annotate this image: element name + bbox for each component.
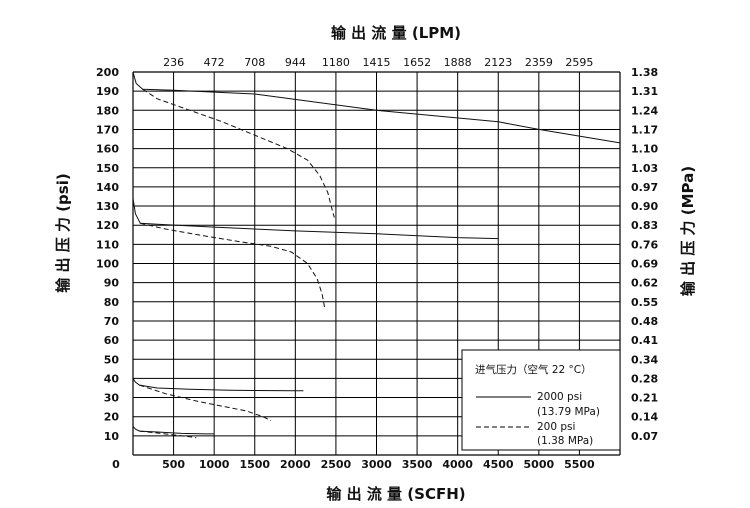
- series-line-dashed: [139, 384, 272, 421]
- y-tick-label-right: 0.48: [631, 315, 658, 328]
- y-tick-label-left: 80: [104, 296, 120, 309]
- x-tick-label-bottom: 1000: [199, 458, 230, 471]
- y-tick-label-left: 150: [96, 162, 119, 175]
- legend-box: [461, 349, 621, 451]
- y-tick-label-left: 130: [96, 200, 119, 213]
- legend-title: 进气压力（空气 22 °C）: [475, 363, 592, 376]
- y-tick-label-left: 170: [96, 123, 119, 136]
- x-axis-title-top: 输 出 流 量 (LPM): [331, 24, 461, 42]
- x-tick-label-bottom: 2000: [280, 458, 311, 471]
- y-tick-label-right: 0.76: [631, 238, 658, 251]
- x-tick-label-bottom: 5500: [564, 458, 595, 471]
- y-tick-label-right: 0.07: [631, 430, 658, 443]
- y-tick-label-right: 1.38: [631, 66, 658, 79]
- y-tick-label-left: 160: [96, 143, 119, 156]
- series-line-solid: [132, 71, 621, 144]
- x-tick-label-bottom: 2500: [321, 458, 352, 471]
- x-tick-label-top: 1888: [444, 56, 472, 69]
- x-tick-label-bottom: 3000: [361, 458, 392, 471]
- y-tick-label-right: 1.31: [631, 85, 658, 98]
- x-tick-label-top: 2359: [525, 56, 553, 69]
- y-tick-label-left: 90: [104, 277, 120, 290]
- y-tick-label-right: 0.14: [631, 411, 658, 424]
- y-tick-label-left: 10: [104, 430, 120, 443]
- y-tick-label-left: 120: [96, 219, 119, 232]
- x-axis-title-bottom: 输 出 流 量 (SCFH): [326, 485, 465, 503]
- x-tick-label-top: 1180: [322, 56, 350, 69]
- legend-label-solid-line2: (13.79 MPa): [537, 406, 600, 418]
- y-tick-label-left: 70: [104, 315, 120, 328]
- x-tick-label-top: 2123: [484, 56, 512, 69]
- y-tick-label-right: 0.69: [631, 258, 658, 271]
- tick-labels: 0 500 1000 1500 2000 2500 3000 3500 4000 4500 5000…: [96, 56, 658, 471]
- y-tick-label-right: 0.28: [631, 372, 658, 385]
- y-tick-label-left: 190: [96, 85, 119, 98]
- y-tick-label-right: 0.34: [631, 353, 658, 366]
- legend-label-dashed-line1: 200 psi: [537, 421, 575, 433]
- y-tick-label-left: 180: [96, 104, 119, 117]
- y-tick-label-left: 110: [96, 238, 119, 251]
- y-tick-label-right: 0.83: [631, 219, 658, 232]
- x-tick-label-top: 472: [204, 56, 225, 69]
- legend-label-dashed-line2: (1.38 MPa): [537, 435, 593, 447]
- y-axis-title-left: 输 出 压 力 (psi): [54, 173, 72, 292]
- legend-label-solid-line1: 2000 psi: [537, 391, 582, 403]
- y-tick-label-right: 1.03: [631, 162, 658, 175]
- x-tick-label-bottom: 3500: [402, 458, 433, 471]
- y-tick-label-left: 30: [104, 392, 120, 405]
- y-tick-label-left: 20: [104, 411, 120, 424]
- y-tick-label-right: 0.55: [631, 296, 658, 309]
- x-tick-label-top: 708: [244, 56, 265, 69]
- x-tick-label-bottom: 0: [112, 458, 120, 471]
- x-tick-label-bottom: 4000: [442, 458, 473, 471]
- legend: 进气压力（空气 22 °C） 2000 psi (13.79 MPa) 200 …: [461, 349, 621, 451]
- y-tick-label-right: 1.24: [631, 104, 658, 117]
- y-tick-label-left: 100: [96, 258, 119, 271]
- y-tick-label-left: 60: [104, 334, 120, 347]
- y-axis-title-right: 输 出 压 力 (MPa): [679, 166, 697, 296]
- y-tick-label-right: 1.10: [631, 143, 658, 156]
- x-tick-label-top: 944: [285, 56, 306, 69]
- series-line-dashed: [142, 88, 335, 218]
- x-tick-label-top: 1652: [403, 56, 431, 69]
- y-tick-label-left: 140: [96, 181, 119, 194]
- x-tick-label-top: 236: [163, 56, 184, 69]
- y-tick-label-right: 0.90: [631, 200, 658, 213]
- series-line-solid: [132, 378, 304, 392]
- y-tick-label-left: 50: [104, 353, 120, 366]
- y-tick-label-left: 40: [104, 372, 120, 385]
- y-tick-label-right: 0.21: [631, 392, 658, 405]
- x-tick-label-bottom: 4500: [483, 458, 514, 471]
- series-line-solid: [132, 425, 215, 435]
- x-tick-label-bottom: 500: [162, 458, 185, 471]
- x-tick-label-bottom: 1500: [239, 458, 270, 471]
- x-tick-label-bottom: 5000: [524, 458, 555, 471]
- series-group: [132, 71, 621, 439]
- x-tick-label-top: 1415: [363, 56, 391, 69]
- y-tick-label-right: 0.62: [631, 277, 658, 290]
- series-line-dashed: [140, 222, 326, 308]
- series-line-solid: [132, 198, 499, 240]
- y-tick-label-left: 200: [96, 66, 119, 79]
- y-tick-label-right: 1.17: [631, 123, 658, 136]
- y-tick-label-right: 0.97: [631, 181, 658, 194]
- y-tick-label-right: 0.41: [631, 334, 658, 347]
- x-tick-label-top: 2595: [565, 56, 593, 69]
- series-line-dashed: [139, 430, 197, 439]
